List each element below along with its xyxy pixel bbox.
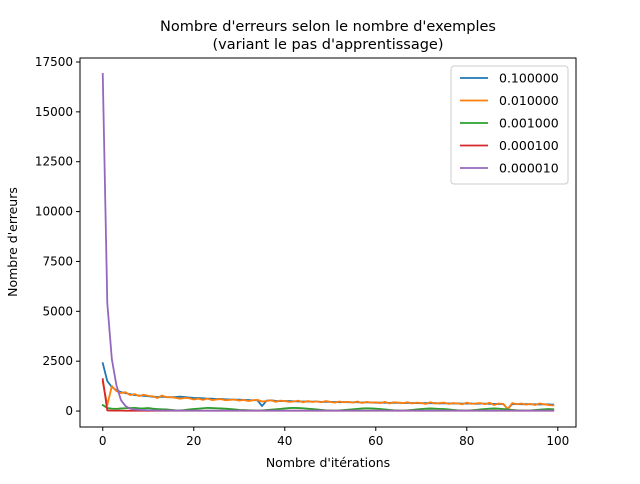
legend-label-3: 0.001000	[499, 116, 559, 131]
plot-area: 0 20 40 60 80 100 0 2500 5000 7500 10000 12500 1500…	[35, 55, 577, 448]
series-line-5	[101, 73, 555, 412]
series-lines	[101, 73, 555, 412]
x-tick-label: 40	[277, 434, 292, 448]
x-tick-label: 100	[546, 434, 569, 448]
legend-label-1: 0.100000	[499, 71, 559, 86]
x-tick-label: 0	[99, 434, 107, 448]
chart-legend: 0.100000 0.010000 0.001000 0.000100 0.000010	[450, 65, 569, 185]
plot-frame	[79, 57, 577, 428]
chart-subtitle: (variant le pas d'apprentissage)	[212, 37, 443, 53]
legend-label-5: 0.000010	[499, 161, 559, 176]
y-axis-label: Nombre d'erreurs	[5, 187, 20, 297]
y-tick-label: 10000	[35, 205, 73, 219]
legend-box	[450, 65, 569, 185]
y-tick-label: 2500	[42, 354, 73, 368]
chart-title: Nombre d'erreurs selon le nombre d'exemp…	[160, 19, 496, 35]
legend-label-2: 0.010000	[499, 93, 559, 108]
y-axis-ticks: 0 2500 5000 7500 10000 12500 15000 17500	[35, 55, 80, 418]
series-line-2	[101, 381, 555, 410]
x-axis-label: Nombre d'itérations	[266, 455, 390, 470]
y-tick-label: 17500	[35, 55, 73, 69]
y-tick-label: 0	[65, 404, 73, 418]
y-tick-label: 12500	[35, 155, 73, 169]
x-tick-label: 60	[368, 434, 383, 448]
y-tick-label: 15000	[35, 105, 73, 119]
x-tick-label: 20	[186, 434, 201, 448]
y-tick-label: 7500	[42, 254, 73, 268]
legend-label-4: 0.000100	[499, 138, 559, 153]
y-tick-label: 5000	[42, 304, 73, 318]
x-axis-ticks: 0 20 40 60 80 100	[99, 427, 569, 448]
x-tick-label: 80	[459, 434, 474, 448]
